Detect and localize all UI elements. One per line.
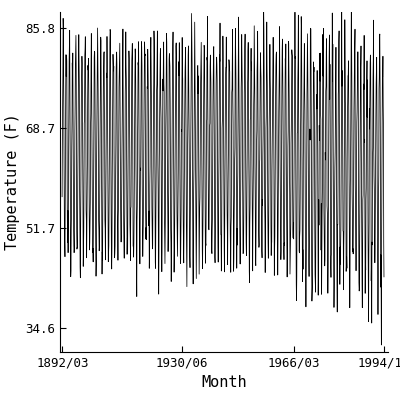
X-axis label: Month: Month [201, 376, 247, 390]
Y-axis label: Temperature (F): Temperature (F) [4, 114, 20, 250]
